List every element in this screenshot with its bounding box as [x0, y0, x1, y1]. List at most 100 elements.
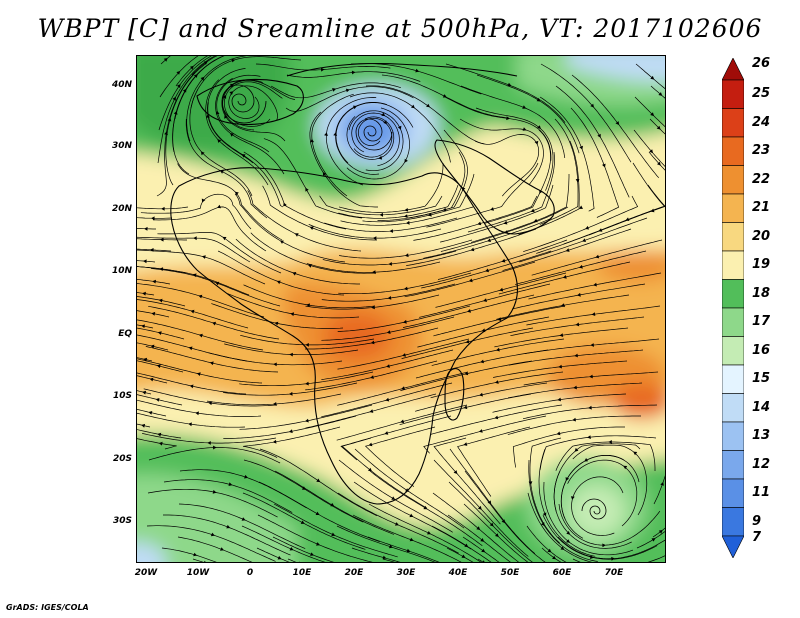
- streamline-arrow: [195, 411, 199, 416]
- streamline-arrow: [579, 205, 583, 209]
- streamline: [137, 310, 170, 318]
- streamline-arrow: [602, 163, 606, 168]
- streamline-arrow: [406, 548, 411, 553]
- streamline-arrow: [611, 556, 615, 561]
- streamline-arrow: [565, 248, 570, 252]
- streamline-arrow: [368, 467, 372, 472]
- streamline-arrow: [219, 170, 224, 174]
- lon-tick-0: 0: [246, 568, 254, 578]
- streamline-arrow: [403, 319, 407, 324]
- colorbar-label: 23: [752, 143, 771, 159]
- streamline-arrow: [623, 465, 628, 470]
- streamline-arrow: [442, 207, 447, 212]
- streamline-arrow: [650, 75, 655, 80]
- lat-tick-eq: EQ: [118, 329, 132, 339]
- streamline-arrow: [562, 275, 567, 279]
- streamline: [161, 547, 217, 562]
- streamline-arrow: [387, 296, 392, 300]
- colorbar-segment: [722, 393, 744, 423]
- streamline-arrow: [566, 531, 571, 535]
- streamline: [518, 140, 580, 236]
- colorbar-label: 19: [752, 257, 771, 273]
- streamline-arrow: [463, 442, 468, 446]
- streamline-arrow: [656, 125, 661, 130]
- streamline-arrow: [386, 330, 391, 334]
- colorbar-segment: [722, 507, 744, 537]
- streamline-arrow: [148, 411, 153, 415]
- streamline-arrow: [497, 317, 502, 321]
- streamline-arrow: [305, 343, 309, 347]
- streamline-arrow: [292, 272, 297, 276]
- streamline-arrow: [279, 240, 284, 244]
- streamline: [446, 547, 474, 562]
- streamline-arrow: [316, 478, 321, 483]
- streamline-arrow: [591, 312, 596, 316]
- streamline: [287, 558, 297, 562]
- streamline-arrow: [588, 405, 592, 410]
- streamline-arrow: [480, 359, 484, 364]
- streamline-arrow: [506, 116, 510, 121]
- streamline-arrow: [198, 294, 203, 299]
- streamline-arrow: [190, 309, 195, 314]
- lon-tick-30e: 30E: [396, 568, 416, 578]
- streamline: [649, 118, 665, 135]
- streamline-arrow: [409, 513, 414, 518]
- streamline-arrow: [394, 522, 399, 526]
- streamline-arrow: [427, 531, 431, 535]
- streamline-arrow: [330, 502, 335, 507]
- streamline-arrow: [369, 409, 374, 413]
- streamline-arrow: [530, 208, 535, 213]
- streamline-arrow: [595, 254, 600, 259]
- streamline-arrow: [158, 441, 163, 446]
- streamline-arrow: [389, 544, 393, 549]
- streamline-arrow: [309, 226, 314, 230]
- colorbar: [722, 58, 744, 558]
- colorbar-segment: [722, 364, 744, 394]
- streamline-arrow: [198, 333, 203, 338]
- streamline-arrow: [461, 187, 466, 191]
- streamline-arrow: [423, 505, 428, 510]
- streamline-arrow: [560, 546, 565, 550]
- streamline-arrow: [468, 278, 473, 283]
- streamline-arrow: [288, 429, 293, 434]
- lat-tick-40n: 40N: [111, 80, 132, 90]
- streamline-arrow: [230, 83, 234, 88]
- colorbar-segment: [722, 421, 744, 451]
- streamline-arrow: [405, 488, 410, 492]
- streamline-arrow: [176, 71, 181, 75]
- streamline-arrow: [485, 268, 489, 273]
- streamline-arrow: [501, 258, 506, 263]
- streamline-arrow: [593, 282, 597, 287]
- colorbar-label: 18: [752, 285, 771, 301]
- streamline-arrow: [310, 138, 314, 143]
- streamline-arrow: [143, 259, 147, 264]
- streamline-arrow: [490, 207, 494, 211]
- streamline-arrow: [300, 520, 305, 524]
- streamline-arrow: [602, 543, 606, 548]
- lat-tick-30n: 30N: [111, 141, 132, 151]
- streamline-arrow: [241, 154, 246, 158]
- streamline: [137, 266, 250, 296]
- streamline-arrow: [406, 220, 410, 225]
- streamline-arrow: [193, 552, 198, 557]
- colorbar-segment: [722, 136, 744, 166]
- streamline-arrow: [597, 133, 601, 138]
- streamline-arrow: [590, 103, 594, 108]
- lon-tick-20w: 20W: [134, 568, 158, 578]
- streamline-arrow: [476, 526, 481, 530]
- streamline-arrow: [204, 560, 206, 562]
- colorbar-label: 15: [752, 371, 771, 387]
- streamline-arrow: [657, 161, 661, 166]
- streamline-arrow: [276, 280, 281, 285]
- streamline-arrow: [577, 292, 581, 297]
- streamline-arrow: [522, 127, 527, 131]
- streamline-arrow: [212, 321, 216, 326]
- streamline: [137, 357, 153, 362]
- streamline-arrow: [608, 440, 612, 444]
- streamline-arrow: [370, 375, 374, 379]
- streamline-arrow: [483, 298, 487, 302]
- streamline-arrow: [226, 524, 231, 529]
- streamline-arrow: [651, 538, 656, 542]
- colorbar-label: 22: [752, 171, 771, 187]
- streamline-arrow: [404, 158, 408, 163]
